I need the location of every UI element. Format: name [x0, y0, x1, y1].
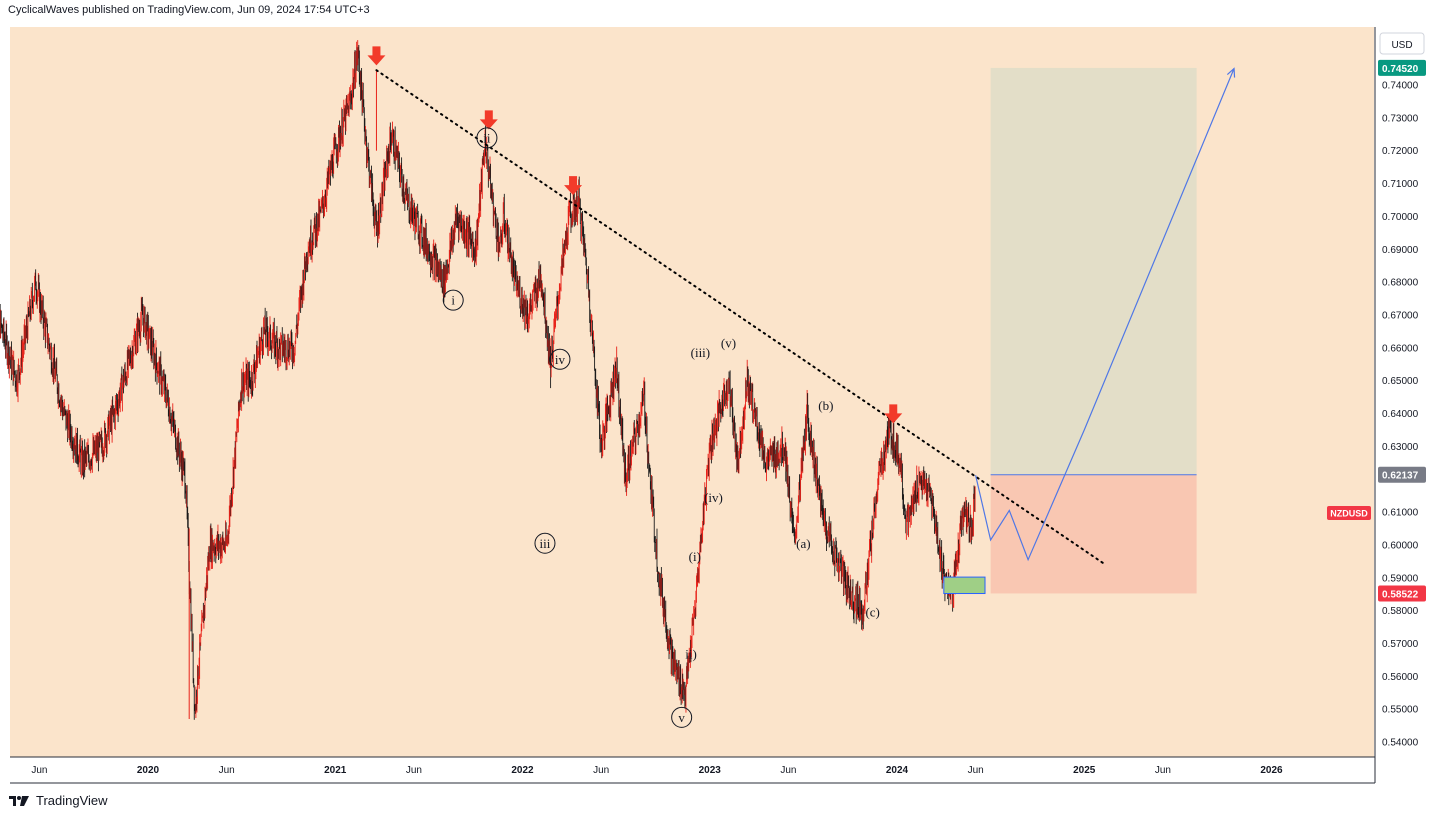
wave-label[interactable]: iv [555, 352, 566, 367]
time-tick-label: Jun [31, 765, 47, 776]
price-tick-label: 0.55000 [1382, 705, 1419, 716]
target-zone[interactable] [990, 67, 1197, 475]
price-tick-label: 0.65000 [1382, 376, 1419, 387]
price-badge [1378, 585, 1426, 602]
wave-label[interactable]: ii [483, 130, 491, 145]
price-tick-label: 0.71000 [1382, 179, 1419, 190]
projection-path[interactable] [975, 68, 1235, 562]
price-tick-label: 0.54000 [1382, 738, 1419, 749]
currency-label: USD [1391, 40, 1412, 51]
price-tick-label: 0.72000 [1382, 146, 1419, 157]
time-tick-label: Jun [968, 765, 984, 776]
stop-zone[interactable] [990, 474, 1197, 594]
time-tick-label: Jun [780, 765, 796, 776]
price-tick-label: 0.67000 [1382, 310, 1419, 321]
tradingview-logo-icon [9, 795, 29, 806]
symbol-tag-label: NZDUSD [1330, 509, 1368, 519]
time-tick-label: Jun [593, 765, 609, 776]
time-tick-label: 2022 [511, 765, 534, 776]
price-tick-label: 0.60000 [1382, 540, 1419, 551]
down-arrow-icon[interactable] [564, 176, 583, 196]
price-tick-label: 0.64000 [1382, 409, 1419, 420]
price-tick-label: 0.57000 [1382, 639, 1419, 650]
price-tick-label: 0.63000 [1382, 442, 1419, 453]
price-scale[interactable]: 0.74000 0.73000 0.72000 0.71000 0.70000 0.690… [1327, 59, 1426, 749]
resistance-trendline[interactable] [375, 69, 1104, 564]
wave-label-circle [442, 289, 464, 311]
wave-label[interactable]: (a) [796, 536, 810, 551]
price-tick-label: 0.58000 [1382, 606, 1419, 617]
wave-label[interactable]: (b) [818, 398, 833, 413]
footer-brand-label: TradingView [36, 793, 108, 808]
time-tick-label: 2020 [137, 765, 160, 776]
wave-label[interactable]: iii [540, 536, 551, 551]
price-badge-label: 0.74520 [1382, 64, 1419, 75]
time-tick-label: 2024 [886, 765, 909, 776]
wave-label[interactable]: (iii) [691, 345, 711, 360]
price-tick-label: 0.66000 [1382, 343, 1419, 354]
wave-label[interactable]: ii) [685, 646, 697, 661]
wave-label-circle [549, 348, 571, 370]
price-badge [1378, 59, 1426, 76]
price-series [0, 40, 976, 720]
price-tick-label: 0.73000 [1382, 113, 1419, 124]
price-tick-label: 0.74000 [1382, 81, 1419, 92]
wave-label[interactable]: (c) [865, 605, 879, 620]
wave-label[interactable]: i [451, 293, 455, 308]
down-arrow-icon[interactable] [884, 404, 903, 424]
time-tick-label: Jun [406, 765, 422, 776]
price-badge-label: 0.58522 [1382, 589, 1419, 600]
time-tick-label: 2026 [1260, 765, 1283, 776]
wave-label-circle [476, 127, 498, 149]
time-scale[interactable]: Jun 2020 Jun 2021 Jun 2022 Jun 2023 Jun 2024 Jun 20… [31, 765, 1283, 776]
price-tick-label: 0.61000 [1382, 508, 1419, 519]
down-arrow-icon[interactable] [479, 110, 498, 130]
wave-label-circle [534, 532, 556, 554]
price-badge-label: 0.62137 [1382, 471, 1419, 482]
time-tick-label: 2025 [1073, 765, 1096, 776]
wave-label-circle [671, 706, 693, 728]
symbol-tag[interactable] [1327, 506, 1371, 521]
time-tick-label: Jun [1155, 765, 1171, 776]
price-tick-label: 0.56000 [1382, 672, 1419, 683]
time-tick-label: Jun [219, 765, 235, 776]
projection-arrowhead [1226, 67, 1236, 78]
footer-brand[interactable]: TradingView [8, 793, 108, 808]
wave-label[interactable]: (i) [689, 549, 701, 564]
wave-label[interactable]: (iv) [704, 490, 723, 505]
price-tick-label: 0.68000 [1382, 278, 1419, 289]
support-box[interactable] [943, 576, 986, 595]
wave-label[interactable]: (v) [721, 335, 736, 350]
price-badge [1378, 466, 1426, 483]
price-tick-label: 0.69000 [1382, 245, 1419, 256]
time-tick-label: 2021 [324, 765, 347, 776]
currency-button[interactable] [1379, 32, 1425, 55]
publish-header: CyclicalWaves published on TradingView.c… [8, 4, 370, 16]
price-tick-label: 0.70000 [1382, 212, 1419, 223]
down-arrow-icon[interactable] [367, 46, 386, 66]
time-tick-label: 2023 [699, 765, 722, 776]
wave-label[interactable]: v [678, 710, 685, 725]
price-tick-label: 0.59000 [1382, 573, 1419, 584]
